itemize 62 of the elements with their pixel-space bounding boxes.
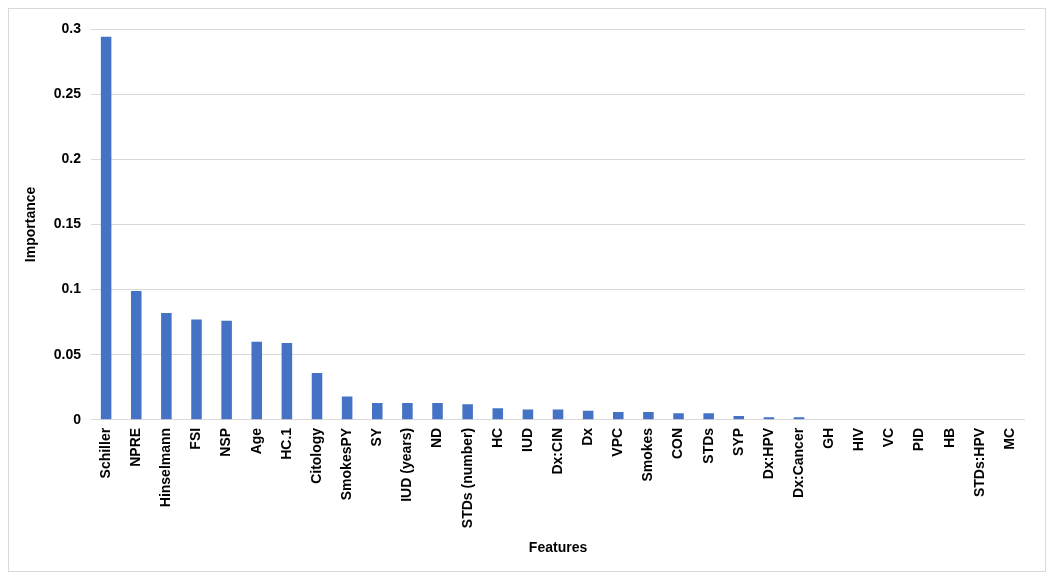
x-tick-label: NPRE [127,427,144,467]
bar [763,417,775,420]
x-tick-label: MC [1000,427,1017,450]
bar [402,402,413,420]
bar [793,417,805,420]
y-axis-title: Importance [22,186,39,263]
y-tick-label: 0 [73,410,82,427]
y-tick-label: 0.3 [61,19,82,36]
y-tick-label: 0.05 [53,345,82,362]
x-tick-label: Dx:Cancer [789,427,806,498]
x-tick-label: PID [910,427,927,452]
x-tick-label: VC [880,427,897,448]
bar [613,412,624,420]
bar [522,409,534,420]
x-tick-label: CON [669,427,686,459]
x-tick-label: Dx:HPV [759,427,776,480]
x-tick-label: SYP [729,427,746,456]
y-tick-label: 0.25 [53,85,82,101]
x-tick-label: STDs [699,427,716,464]
bar [191,319,202,420]
x-tick-label: IUD [518,427,535,452]
bar [100,36,112,420]
x-tick-label: Schiller [96,427,113,479]
x-tick-label: NSP [217,427,234,457]
bar [462,404,473,420]
bar [341,396,353,420]
bar [552,409,564,420]
x-tick-label: Citology [307,427,324,484]
bar [371,402,383,420]
x-tick-label: IUD (years) [398,427,415,502]
bar [643,412,654,420]
x-tick-label: SmokesPY [337,427,354,501]
bar [703,413,714,420]
y-tick-label: 0.15 [53,215,82,232]
bar [281,342,293,420]
bar [492,408,504,420]
x-tick-label: HIV [850,427,867,452]
x-tick-label: ND [428,427,445,449]
x-tick-label: Smokes [639,427,656,482]
x-tick-label: Dx:CIN [548,427,565,475]
y-tick-label: 0.2 [61,150,82,167]
x-tick-label: HC.1 [277,427,294,460]
x-tick-label: Age [247,427,264,455]
bar [432,402,443,420]
x-tick-label: VPC [609,427,626,457]
x-tick-label: GH [820,427,837,449]
x-tick-label: SY [368,427,385,447]
bar [251,341,263,420]
x-tick-label: HC [488,427,505,449]
x-axis-title: Features [528,539,588,556]
y-tick-label: 0.1 [61,280,82,297]
bar [673,413,684,420]
x-tick-label: Hinselmann [157,427,174,508]
bar [161,313,172,420]
x-tick-label: FSI [187,427,204,450]
bar [311,372,323,420]
bar [221,320,232,420]
bar [130,290,142,420]
x-tick-label: HB [940,427,957,449]
x-tick-label: STDs (number) [458,427,475,529]
x-tick-label: STDs:HPV [970,427,987,498]
x-tick-label: Dx [579,427,596,446]
